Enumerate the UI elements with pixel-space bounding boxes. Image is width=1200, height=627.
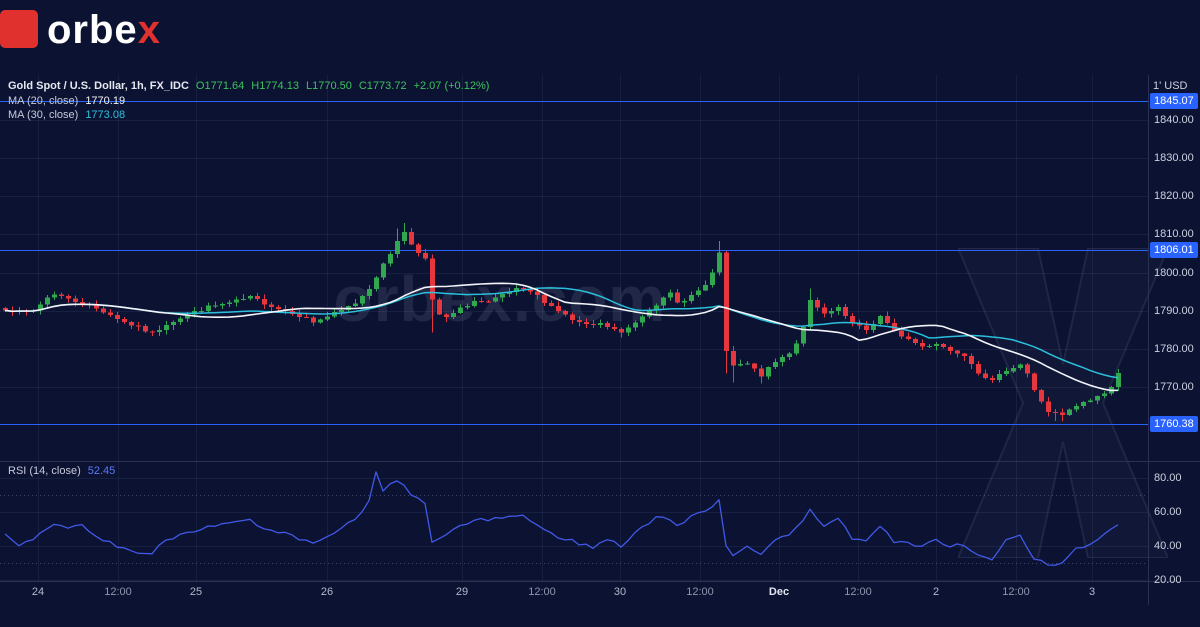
time-label: 12:00 bbox=[104, 586, 132, 598]
orbex-logo-mark-icon bbox=[0, 10, 38, 48]
time-label: 12:00 bbox=[686, 586, 714, 598]
rsi-value: 52.45 bbox=[87, 465, 116, 477]
price-level-badge[interactable]: 1760.38 bbox=[1150, 415, 1198, 432]
candle-series[interactable] bbox=[3, 222, 1121, 422]
time-label: 25 bbox=[189, 586, 203, 598]
orbex-x-watermark-icon bbox=[958, 248, 1168, 558]
rsi-legend[interactable]: RSI (14, close) 52.45 bbox=[8, 465, 115, 477]
ma30-line[interactable] bbox=[4, 287, 1119, 379]
time-label: 2 bbox=[932, 586, 940, 598]
price-level-badge[interactable]: 1806.01 bbox=[1150, 241, 1198, 258]
rsi-pane[interactable] bbox=[0, 462, 1148, 582]
rsi-tick-label: 80.00 bbox=[1154, 471, 1182, 484]
price-level-lines[interactable] bbox=[0, 101, 1148, 425]
orbex-watermark-text: orbex.com bbox=[333, 263, 667, 335]
price-tick-label: 1820.00 bbox=[1154, 190, 1194, 203]
ma30-value: 1773.08 bbox=[85, 109, 126, 121]
rsi-line[interactable] bbox=[4, 471, 1119, 566]
time-label: 3 bbox=[1088, 586, 1096, 598]
orbex-logo: orbex bbox=[0, 0, 260, 70]
time-label: 12:00 bbox=[844, 586, 872, 598]
price-level-badge[interactable]: 1845.07 bbox=[1150, 92, 1198, 109]
symbol-legend[interactable]: Gold Spot / U.S. Dollar, 1h, FX_IDC O177… bbox=[8, 80, 489, 92]
time-label: 30 bbox=[613, 586, 627, 598]
price-tick-label: 1830.00 bbox=[1154, 152, 1194, 165]
wordmark-white: orbe bbox=[47, 8, 138, 52]
price-tick-label: 1780.00 bbox=[1154, 342, 1194, 355]
price-tick-label: 1790.00 bbox=[1154, 304, 1194, 317]
rsi-grid bbox=[0, 462, 1148, 582]
ma20-value: 1770.19 bbox=[85, 95, 126, 107]
wordmark-red-x: x bbox=[137, 8, 161, 52]
rsi-tick-label: 40.00 bbox=[1154, 539, 1182, 552]
time-label: 24 bbox=[31, 586, 45, 598]
rsi-label: RSI (14, close) bbox=[8, 465, 81, 477]
ohlc-high: H1774.13 bbox=[251, 80, 299, 92]
main-price-pane[interactable] bbox=[0, 75, 1148, 462]
ma20-label: MA (20, close) bbox=[8, 95, 79, 107]
ohlc-open: O1771.64 bbox=[195, 80, 245, 92]
time-label: 12:00 bbox=[1002, 586, 1030, 598]
rsi-tick-label: 20.00 bbox=[1154, 573, 1182, 586]
time-label: Dec bbox=[768, 586, 790, 598]
ma30-label: MA (30, close) bbox=[8, 109, 79, 121]
price-scale-unit-label: 1' USD bbox=[1153, 80, 1188, 92]
ma20-line[interactable] bbox=[4, 282, 1119, 392]
rsi-tick-label: 60.00 bbox=[1154, 505, 1182, 518]
price-tick-label: 1840.00 bbox=[1154, 113, 1194, 126]
price-tick-label: 1770.00 bbox=[1154, 380, 1194, 393]
time-label: 29 bbox=[455, 586, 469, 598]
time-label: 26 bbox=[320, 586, 334, 598]
price-scale-separator bbox=[1148, 75, 1149, 605]
ohlc-change: +2.07 (+0.12%) bbox=[413, 80, 490, 92]
pane-separator[interactable] bbox=[0, 461, 1200, 462]
time-label: 12:00 bbox=[528, 586, 556, 598]
symbol-title: Gold Spot / U.S. Dollar, 1h, FX_IDC bbox=[8, 80, 189, 92]
price-tick-label: 1810.00 bbox=[1154, 228, 1194, 241]
ma20-legend[interactable]: MA (20, close) 1770.19 bbox=[8, 95, 125, 107]
orbex-wordmark: orbex bbox=[47, 8, 161, 52]
price-tick-label: 1800.00 bbox=[1154, 266, 1194, 279]
ohlc-close: C1773.72 bbox=[358, 80, 407, 92]
time-axis-separator[interactable] bbox=[0, 581, 1200, 582]
ma30-legend[interactable]: MA (30, close) 1773.08 bbox=[8, 109, 125, 121]
ohlc-low: L1770.50 bbox=[305, 80, 352, 92]
main-grid bbox=[0, 75, 1148, 462]
